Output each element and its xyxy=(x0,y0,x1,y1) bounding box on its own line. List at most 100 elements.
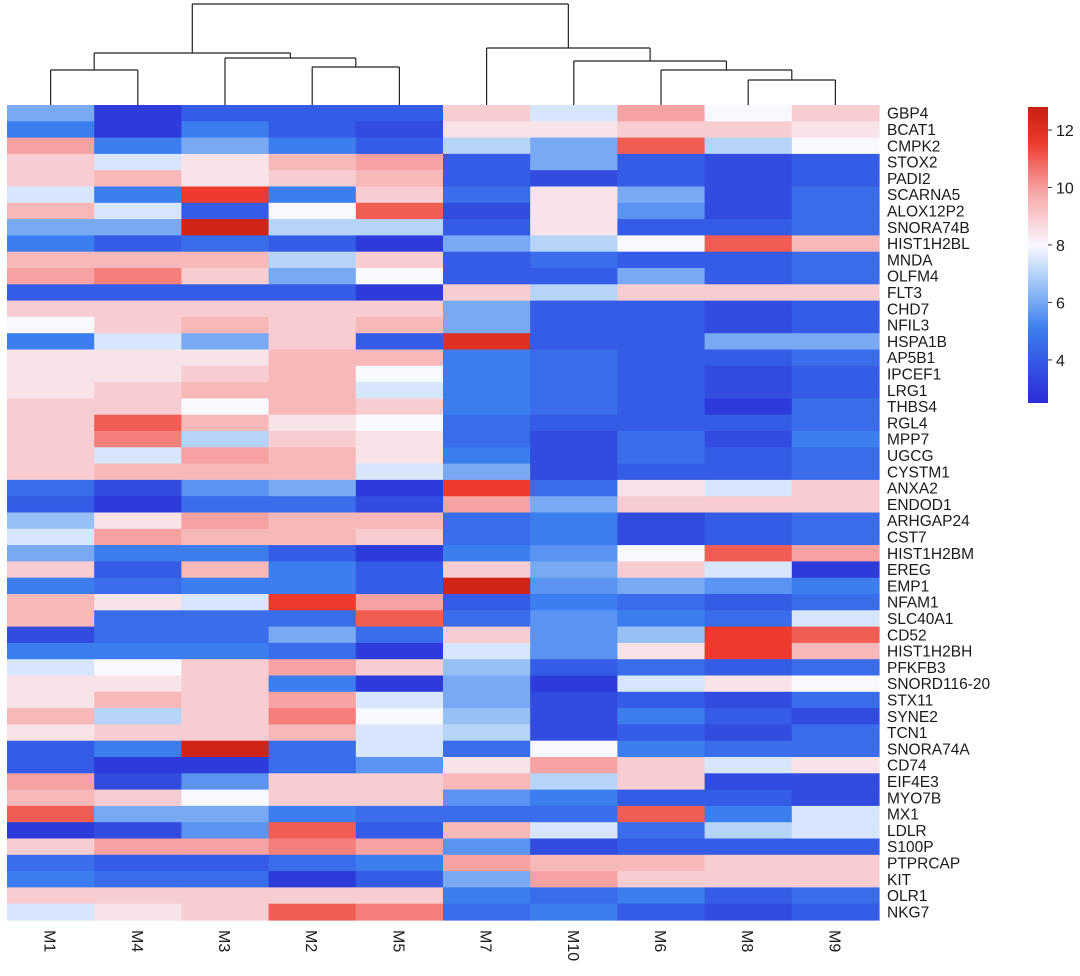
heatmap-cell-NFIL3-M5 xyxy=(355,316,444,334)
row-label: CHD7 xyxy=(887,301,929,318)
heatmap-cell-NFAM1-M3 xyxy=(181,594,270,611)
heatmap-cell-MNDA-M9 xyxy=(791,251,880,269)
heatmap-cell-LRG1-M5 xyxy=(355,382,444,399)
row-label: CD52 xyxy=(887,627,927,644)
heatmap-cell-MYO7B-M9 xyxy=(791,789,880,807)
heatmap-cell-ARHGAP24-M10 xyxy=(530,512,618,530)
heatmap-cell-EREG-M5 xyxy=(355,561,444,579)
heatmap-cell-SNORA74A-M8 xyxy=(704,740,793,758)
heatmap-cell-HIST1H2BH-M2 xyxy=(268,642,357,660)
heatmap-cell-PTPRCAP-M3 xyxy=(181,854,270,872)
heatmap-cell-RGL4-M8 xyxy=(704,414,793,432)
heatmap-cell-NFIL3-M3 xyxy=(181,316,270,334)
heatmap-cell-SCARNA5-M4 xyxy=(94,186,182,204)
row-label: HSPA1B xyxy=(887,334,947,351)
row-label: LRG1 xyxy=(887,383,928,400)
heatmap-cell-AP5B1-M3 xyxy=(181,349,270,367)
heatmap-cell-HSPA1B-M5 xyxy=(355,333,444,351)
heatmap-cell-MYO7B-M5 xyxy=(355,789,444,807)
heatmap-cell-CST7-M9 xyxy=(791,528,880,546)
heatmap-cell-LDLR-M6 xyxy=(617,822,706,840)
heatmap-cell-CHD7-M4 xyxy=(94,300,182,318)
heatmap-cell-OLR1-M8 xyxy=(704,887,793,905)
column-label: M8 xyxy=(738,930,755,952)
heatmap-cell-GBP4-M3 xyxy=(181,105,270,122)
heatmap-cell-SCARNA5-M8 xyxy=(704,186,793,204)
heatmap-cell-MX1-M2 xyxy=(268,805,357,823)
heatmap-cell-ANXA2-M3 xyxy=(181,479,270,497)
heatmap-cell-PFKFB3-M2 xyxy=(268,659,357,677)
heatmap-cell-MYO7B-M4 xyxy=(94,789,182,807)
row-label: ENDOD1 xyxy=(887,497,952,514)
heatmap-cell-MPP7-M1 xyxy=(7,431,95,448)
heatmap-cell-SNORA74B-M3 xyxy=(181,219,270,236)
heatmap-cell-CST7-M6 xyxy=(617,528,706,546)
heatmap-cell-PADI2-M4 xyxy=(94,170,182,188)
heatmap-cell-OLFM4-M7 xyxy=(443,268,531,285)
heatmap-cell-CD74-M1 xyxy=(7,757,95,774)
heatmap-cell-HSPA1B-M1 xyxy=(7,333,95,351)
heatmap-cell-SYNE2-M2 xyxy=(268,708,357,725)
heatmap-cell-CMPK2-M7 xyxy=(443,137,531,155)
row-label: CMPK2 xyxy=(887,138,940,155)
heatmap-cell-UGCG-M8 xyxy=(704,447,793,465)
heatmap-cell-CD74-M3 xyxy=(181,757,270,774)
heatmap-cell-EMP1-M5 xyxy=(355,577,444,595)
heatmap-cell-GBP4-M5 xyxy=(355,105,444,122)
heatmap-cell-IPCEF1-M5 xyxy=(355,365,444,383)
heatmap-cell-EREG-M3 xyxy=(181,561,270,579)
heatmap-cell-PFKFB3-M5 xyxy=(355,659,444,677)
heatmap-cell-ANXA2-M2 xyxy=(268,479,357,497)
heatmap-cell-EIF4E3-M1 xyxy=(7,773,95,791)
heatmap-cell-CD52-M8 xyxy=(704,626,793,644)
heatmap-cell-SCARNA5-M10 xyxy=(530,186,618,204)
heatmap-cell-HIST1H2BH-M4 xyxy=(94,642,182,660)
heatmap-cell-EIF4E3-M4 xyxy=(94,773,182,791)
heatmap-cell-CHD7-M5 xyxy=(355,300,444,318)
column-label: M3 xyxy=(215,930,232,952)
row-label: HIST1H2BL xyxy=(887,236,970,253)
heatmap-cell-SNORA74A-M10 xyxy=(530,740,618,758)
row-label: MPP7 xyxy=(887,432,929,449)
row-label: MYO7B xyxy=(887,790,941,807)
heatmap-cell-STX11-M6 xyxy=(617,691,706,709)
heatmap-cell-HIST1H2BH-M6 xyxy=(617,642,706,660)
heatmap-cell-HIST1H2BL-M5 xyxy=(355,235,444,253)
heatmap-cell-IPCEF1-M10 xyxy=(530,365,618,383)
row-label: SYNE2 xyxy=(887,709,938,726)
heatmap-cell-LRG1-M3 xyxy=(181,382,270,399)
heatmap-cell-HIST1H2BM-M9 xyxy=(791,545,880,562)
heatmap-cell-ARHGAP24-M6 xyxy=(617,512,706,530)
heatmap-cell-SLC40A1-M10 xyxy=(530,610,618,628)
heatmap-cell-KIT-M10 xyxy=(530,871,618,888)
heatmap-cell-MPP7-M3 xyxy=(181,431,270,448)
heatmap-cell-CD52-M2 xyxy=(268,626,357,644)
heatmap-cell-OLFM4-M9 xyxy=(791,268,880,285)
heatmap-cell-FLT3-M9 xyxy=(791,284,880,302)
heatmap-cell-FLT3-M1 xyxy=(7,284,95,302)
heatmap-cell-GBP4-M1 xyxy=(7,105,95,122)
heatmap-cell-HIST1H2BH-M10 xyxy=(530,642,618,660)
heatmap-cell-OLR1-M9 xyxy=(791,887,880,905)
heatmap-cell-CST7-M3 xyxy=(181,528,270,546)
row-label: ALOX12P2 xyxy=(887,203,965,220)
heatmap-cell-ARHGAP24-M7 xyxy=(443,512,531,530)
column-labels: M1 M4 M3 M2 M5 M7 M10 M6 M8 M9 xyxy=(41,930,843,961)
heatmap-cell-SNORD116-20-M10 xyxy=(530,675,618,693)
heatmap-cell-STX11-M1 xyxy=(7,691,95,709)
heatmap-cell-LRG1-M2 xyxy=(268,382,357,399)
heatmap-cell-MPP7-M8 xyxy=(704,431,793,448)
heatmap-cell-CHD7-M3 xyxy=(181,300,270,318)
heatmap-cell-ENDOD1-M8 xyxy=(704,496,793,514)
row-label: NKG7 xyxy=(887,904,929,921)
heatmap-cell-OLFM4-M10 xyxy=(530,268,618,285)
heatmap-cell-OLFM4-M6 xyxy=(617,268,706,285)
heatmap-cell-CD52-M9 xyxy=(791,626,880,644)
heatmap-cell-EIF4E3-M8 xyxy=(704,773,793,791)
heatmap-cell-SNORA74B-M10 xyxy=(530,219,618,236)
heatmap-cell-OLR1-M2 xyxy=(268,887,357,905)
row-label: THBS4 xyxy=(887,399,937,416)
heatmap-cell-GBP4-M8 xyxy=(704,105,793,122)
column-label: M1 xyxy=(41,930,58,952)
heatmap-cell-ANXA2-M7 xyxy=(443,479,531,497)
